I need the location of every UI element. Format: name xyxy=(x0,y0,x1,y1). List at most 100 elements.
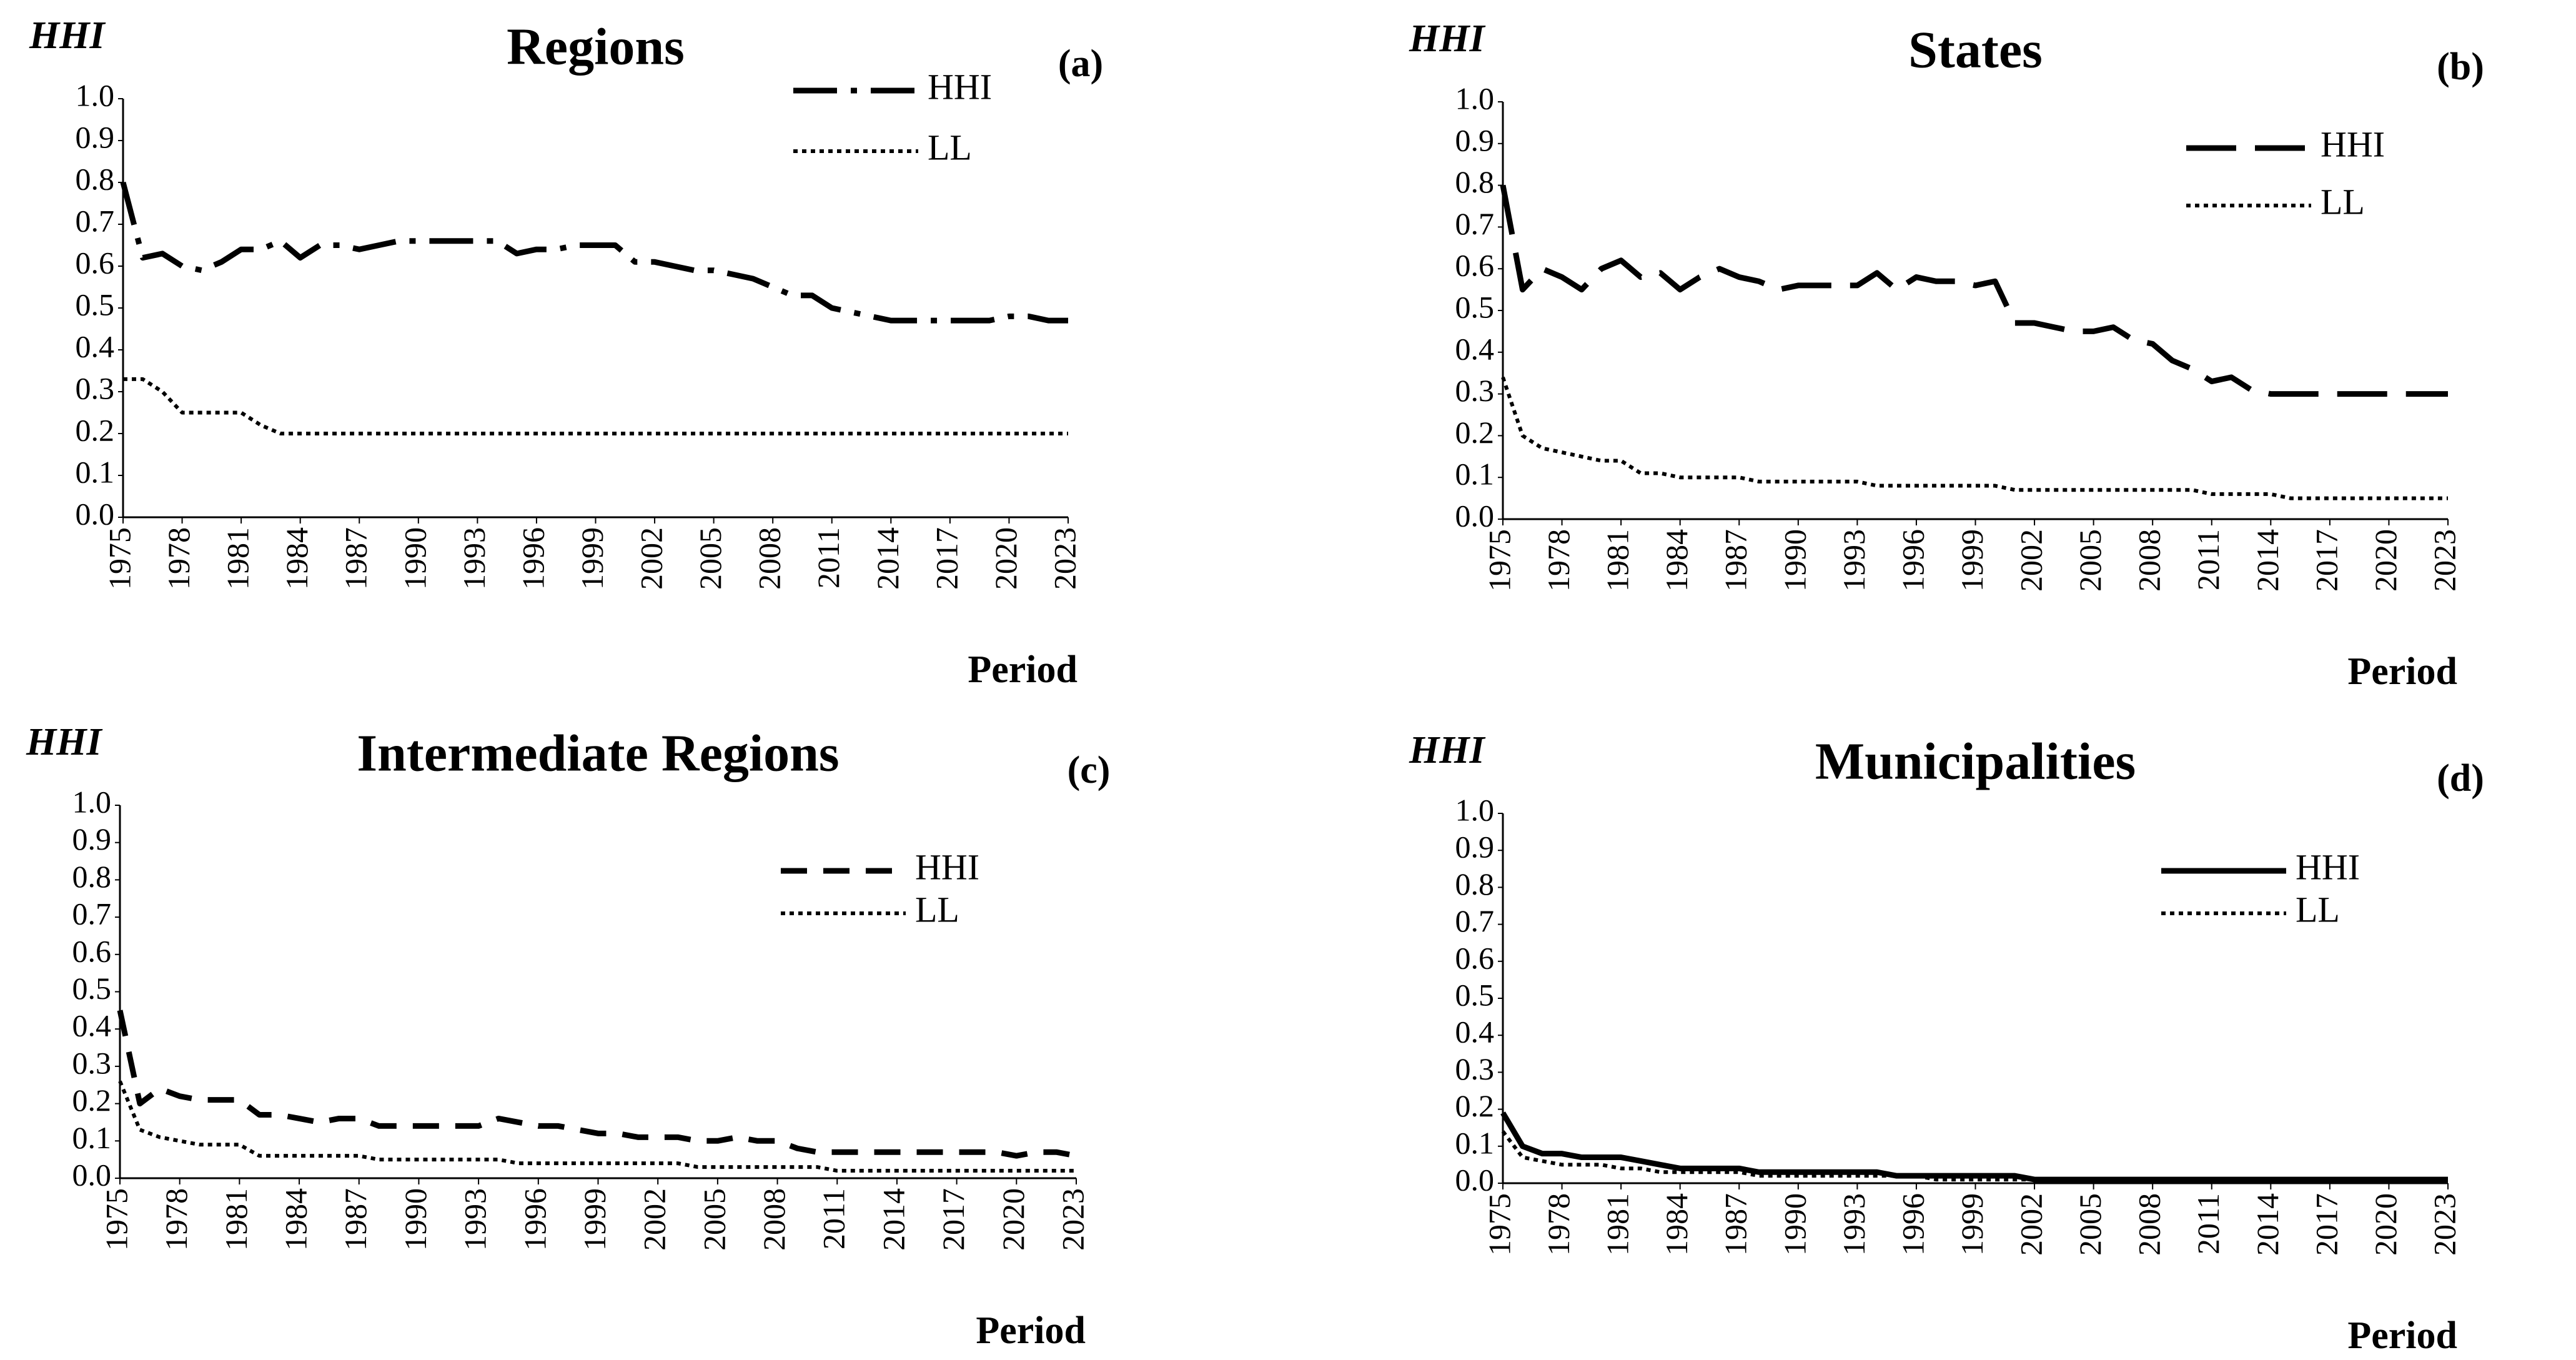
y-tick-label: 0.7 xyxy=(1455,206,1495,241)
x-tick-label: 2017 xyxy=(936,1188,971,1251)
x-tick-label: 2023 xyxy=(2427,1193,2462,1256)
y-axis-label: HHI xyxy=(1409,729,1485,772)
legend-label: HHI xyxy=(915,846,979,887)
y-tick-label: 0.4 xyxy=(1455,1015,1495,1050)
x-tick-label: 2005 xyxy=(2073,529,2108,592)
x-tick-label: 1984 xyxy=(279,1188,314,1251)
y-tick-label: 0.1 xyxy=(1455,1125,1495,1160)
x-tick-label: 1987 xyxy=(1718,1193,1753,1256)
x-tick-label: 1981 xyxy=(219,1188,254,1251)
x-tick-label: 2011 xyxy=(816,1188,851,1249)
x-tick-label: 1981 xyxy=(220,527,255,590)
x-tick-label: 1999 xyxy=(1954,529,1989,592)
x-tick-label: 2017 xyxy=(2309,1193,2344,1256)
x-tick-label: 1993 xyxy=(1836,529,1871,592)
x-tick-label: 1993 xyxy=(458,1188,493,1251)
y-tick-label: 1.0 xyxy=(76,77,115,112)
y-tick-label: 0.3 xyxy=(76,370,115,405)
y-tick-label: 0.0 xyxy=(72,1157,112,1192)
x-tick-label: 2008 xyxy=(2132,529,2167,592)
data-line xyxy=(1501,1130,2448,1182)
x-tick-label: 1987 xyxy=(339,527,374,590)
x-tick-label: 2005 xyxy=(696,1188,731,1251)
y-tick-label: 0.2 xyxy=(76,412,115,447)
y-tick-label: 0.9 xyxy=(1455,122,1495,157)
x-tick-label: 1993 xyxy=(1836,1193,1871,1256)
y-tick-label: 0.5 xyxy=(1455,289,1495,324)
y-tick-label: 0.0 xyxy=(76,496,115,531)
x-tick-label: 1975 xyxy=(99,1188,134,1251)
data-line xyxy=(118,1080,1076,1173)
panel-label: (a) xyxy=(1058,42,1103,85)
y-tick-label: 0.8 xyxy=(1455,164,1495,199)
x-tick-label: 2020 xyxy=(2368,529,2403,592)
x-tick-label: 2014 xyxy=(876,1188,911,1251)
y-axis-label: HHI xyxy=(26,721,102,763)
x-tick-label: 2011 xyxy=(2191,529,2226,590)
x-tick-label: 1978 xyxy=(161,527,196,590)
chart-title: States xyxy=(1908,21,2043,79)
legend-label: LL xyxy=(928,127,972,167)
x-tick-label: 2017 xyxy=(929,527,964,590)
legend-label: LL xyxy=(2321,181,2365,222)
x-tick-label: 2014 xyxy=(2250,529,2285,592)
x-tick-label: 1996 xyxy=(515,527,550,590)
x-tick-label: 1975 xyxy=(102,527,137,590)
data-line xyxy=(117,1010,1077,1159)
x-tick-label: 2011 xyxy=(2191,1193,2226,1254)
y-tick-label: 0.6 xyxy=(72,933,112,968)
legend-label: LL xyxy=(915,889,959,930)
y-tick-label: 0.7 xyxy=(76,203,115,238)
y-tick-label: 0.4 xyxy=(1455,331,1495,366)
x-tick-label: 1984 xyxy=(1659,529,1694,592)
panel-label: (d) xyxy=(2437,757,2484,800)
y-tick-label: 0.5 xyxy=(72,971,112,1006)
chart-title: Intermediate Regions xyxy=(357,724,839,782)
y-tick-label: 0.1 xyxy=(76,454,115,489)
x-tick-label: 1984 xyxy=(1659,1193,1694,1256)
y-tick-label: 0.7 xyxy=(72,896,112,931)
y-tick-label: 0.8 xyxy=(1455,866,1495,901)
x-tick-label: 1996 xyxy=(517,1188,552,1251)
x-tick-label: 2023 xyxy=(1055,1188,1090,1251)
x-tick-label: 2014 xyxy=(2250,1193,2285,1256)
x-tick-label: 2008 xyxy=(752,527,787,590)
y-tick-label: 0.3 xyxy=(1455,373,1495,408)
y-tick-label: 0.3 xyxy=(1455,1051,1495,1086)
data-line xyxy=(1500,184,2448,397)
x-tick-label: 1999 xyxy=(1954,1193,1989,1256)
y-tick-label: 0.9 xyxy=(72,821,112,856)
x-tick-label: 1996 xyxy=(1895,529,1930,592)
x-tick-label: 2011 xyxy=(811,527,846,588)
y-tick-label: 0.7 xyxy=(1455,903,1495,938)
data-line xyxy=(1500,1111,2448,1183)
x-tick-label: 1978 xyxy=(159,1188,194,1251)
x-tick-label: 1996 xyxy=(1895,1193,1930,1256)
data-line xyxy=(120,181,1068,324)
y-tick-label: 0.9 xyxy=(76,119,115,154)
x-tick-label: 2014 xyxy=(870,527,905,590)
y-tick-label: 0.5 xyxy=(1455,977,1495,1012)
y-tick-label: 0.6 xyxy=(1455,248,1495,283)
panel-label: (b) xyxy=(2437,46,2484,88)
x-tick-label: 2023 xyxy=(1047,527,1082,590)
y-tick-label: 0.4 xyxy=(76,329,115,364)
panel-label: (c) xyxy=(1068,749,1111,792)
y-tick-label: 1.0 xyxy=(1455,81,1495,116)
y-tick-label: 0.6 xyxy=(76,245,115,280)
data-line xyxy=(1501,376,2448,500)
y-tick-label: 0.1 xyxy=(1455,457,1495,492)
y-tick-label: 0.6 xyxy=(1455,940,1495,975)
x-tick-label: 1999 xyxy=(575,527,610,590)
chart-title: Municipalities xyxy=(1815,732,2136,790)
x-tick-label: 2002 xyxy=(2014,529,2049,592)
y-axis-label: HHI xyxy=(1409,17,1485,60)
y-tick-label: 0.8 xyxy=(72,859,112,894)
x-axis-label: Period xyxy=(968,648,1077,691)
x-tick-label: 1987 xyxy=(1718,529,1753,592)
x-tick-label: 2005 xyxy=(693,527,728,590)
legend-label: LL xyxy=(2296,889,2340,930)
x-tick-label: 1978 xyxy=(1541,1193,1576,1256)
x-tick-label: 1975 xyxy=(1482,529,1517,592)
